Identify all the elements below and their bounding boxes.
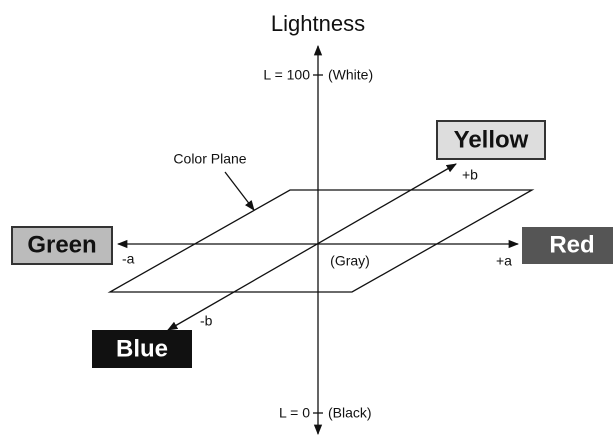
green-label: Green xyxy=(27,231,96,258)
minus-b: -b xyxy=(200,313,213,329)
blue-label: Blue xyxy=(116,335,168,362)
red-label: Red xyxy=(549,231,594,258)
blue-box xyxy=(92,330,192,368)
plus-a: +a xyxy=(496,253,512,269)
bottom-note: (Black) xyxy=(328,405,372,421)
top-label: L = 100 xyxy=(263,67,310,83)
red-box xyxy=(522,227,613,264)
plus-b: +b xyxy=(462,167,478,183)
center-label: (Gray) xyxy=(330,253,370,269)
minus-a: -a xyxy=(122,251,135,267)
top-note: (White) xyxy=(328,67,373,83)
yellow-label: Yellow xyxy=(454,126,529,153)
b-axis xyxy=(167,163,457,331)
plane-label: Color Plane xyxy=(173,151,246,167)
plane-pointer xyxy=(224,171,255,211)
color-plane xyxy=(107,189,535,293)
bottom-label: L = 0 xyxy=(279,405,310,421)
green-box xyxy=(11,226,113,265)
yellow-box xyxy=(436,120,546,160)
axis-title: Lightness xyxy=(271,11,365,36)
